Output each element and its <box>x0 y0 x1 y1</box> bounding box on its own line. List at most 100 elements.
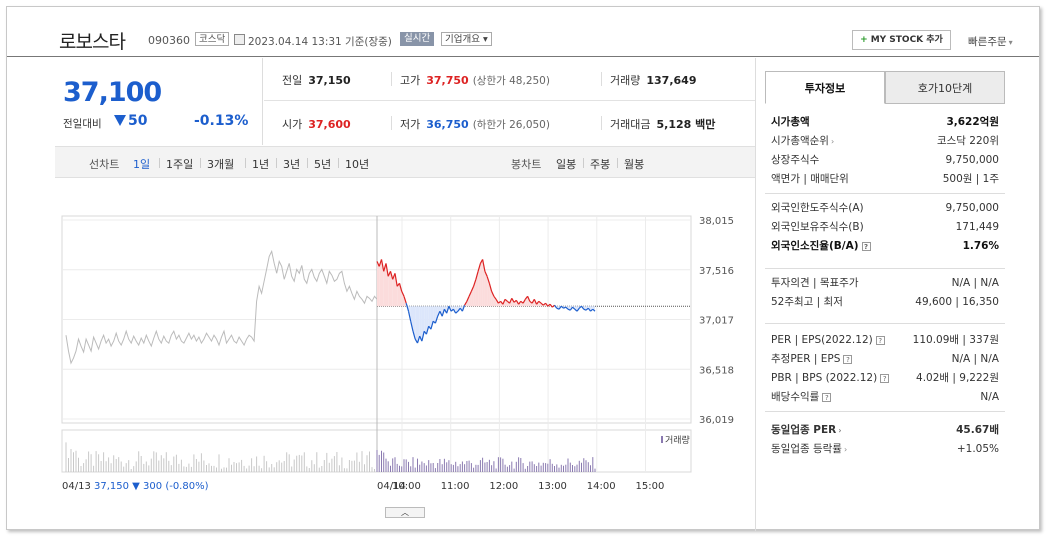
period-1w[interactable]: 1주일 <box>166 158 194 171</box>
company-overview-dropdown[interactable]: 기업개요 ▾ <box>441 32 492 46</box>
calendar-icon <box>234 34 245 45</box>
price-stats: 전일 37,150 고가 37,750 (상한가 48,250) 거래량 137,649… <box>264 58 755 145</box>
candle-monthly[interactable]: 월봉 <box>624 158 645 171</box>
info-row: 추정PER | EPS? N/A | N/A <box>771 350 999 368</box>
info-row: 외국인한도주식수(A) 9,750,000 <box>771 199 999 217</box>
today-line-segment <box>522 299 526 304</box>
area-fill <box>406 303 409 312</box>
info-row: 외국인보유주식수(B) 171,449 <box>771 218 999 236</box>
period-5y[interactable]: 5년 <box>314 158 332 171</box>
today-line-segment <box>425 326 430 335</box>
area-fill <box>430 306 434 330</box>
x-tick-label: 12:00 <box>489 481 518 492</box>
chevron-up-icon: ︿ <box>401 508 409 517</box>
quick-order-menu[interactable]: 빠른주문 ▾ <box>968 34 1013 49</box>
area-fill <box>397 283 400 307</box>
today-line-segment <box>590 308 594 312</box>
help-icon[interactable]: ? <box>843 355 853 364</box>
today-line-segment <box>430 321 434 330</box>
tab-investment-info[interactable]: 투자정보 <box>765 71 885 104</box>
area-fill <box>415 306 418 344</box>
chevron-right-icon: › <box>838 426 842 435</box>
panel-separator <box>765 193 1005 194</box>
period-3m[interactable]: 3개월 <box>207 158 235 171</box>
area-fill <box>475 271 479 307</box>
today-line-segment <box>556 307 560 310</box>
info-value: 9,750,000 <box>945 154 999 166</box>
today-line-segment <box>448 305 452 312</box>
today-line-segment <box>531 299 535 304</box>
timestamp: 2023.04.14 13:31 기준(장중) <box>248 36 392 48</box>
today-line-segment <box>441 309 445 317</box>
today-line-segment <box>536 300 540 305</box>
info-key: 액면가 | 매매단위 <box>771 173 849 185</box>
today-line-segment <box>412 331 416 340</box>
today-line-segment <box>587 307 591 312</box>
stock-header: 로보스타 090360 코스닥 2023.04.14 13:31 기준(장중) … <box>7 7 1039 57</box>
today-line-segment <box>491 291 495 297</box>
my-stock-add-button[interactable]: + MY STOCK 추가 <box>852 30 951 50</box>
period-bar: 선차트 1일 1주일 3개월 1년 3년 5년 10년 봉차트 일봉 주봉 월봉 <box>55 146 755 178</box>
area-fill <box>392 273 395 307</box>
today-line-segment <box>475 271 479 280</box>
realtime-button[interactable]: 실시간 <box>400 32 435 46</box>
today-line-segment <box>416 335 421 344</box>
today-line-segment <box>572 306 576 310</box>
period-10y[interactable]: 10년 <box>345 158 370 171</box>
today-line-segment <box>407 311 412 322</box>
today-line-segment <box>439 310 443 317</box>
info-key: 동일업종 등락률 › <box>771 443 848 455</box>
help-icon[interactable]: ? <box>861 242 871 251</box>
period-1d[interactable]: 1일 <box>133 158 151 171</box>
price-change-pct: -0.13% <box>194 113 249 129</box>
today-line-segment <box>398 283 403 292</box>
today-line-segment <box>538 300 542 304</box>
today-line-segment <box>486 276 490 284</box>
x-tick-label: 11:00 <box>441 481 470 492</box>
info-key: 외국인한도주식수(A) <box>771 202 864 214</box>
volume-legend-swatch <box>661 436 663 443</box>
panel-separator <box>765 411 1005 412</box>
info-key: 상장주식수 <box>771 154 820 166</box>
collapse-button[interactable]: ︿ <box>385 507 425 518</box>
info-row: 동일업종 PER › 45.67배 <box>771 421 999 439</box>
area-fill <box>401 291 404 307</box>
today-line-segment <box>466 296 470 302</box>
today-line-segment <box>394 273 398 287</box>
area-fill <box>395 273 398 307</box>
area-fill <box>390 271 393 307</box>
chevron-right-icon: › <box>843 445 848 454</box>
candle-weekly[interactable]: 주봉 <box>590 158 611 171</box>
today-line-segment <box>437 310 441 317</box>
area-fill <box>383 263 386 307</box>
info-value: N/A | N/A <box>951 277 999 289</box>
help-icon[interactable]: ? <box>880 374 890 383</box>
info-value: 코스닥 220위 <box>936 135 999 147</box>
help-icon[interactable]: ? <box>822 393 832 402</box>
prev-day-info: 04/13 37,150 ▼ 300 (-0.80%) <box>62 481 209 492</box>
stat-volume: 거래량 137,649 <box>610 74 697 87</box>
area-fill <box>561 306 564 309</box>
today-line-segment <box>473 279 477 287</box>
stat-high: 고가 37,750 (상한가 48,250) <box>400 74 550 87</box>
down-triangle-icon <box>114 115 126 126</box>
help-icon[interactable]: ? <box>875 336 885 345</box>
candle-daily[interactable]: 일봉 <box>556 158 577 171</box>
info-value: N/A <box>980 391 999 403</box>
info-value: 3,622억원 <box>946 116 999 128</box>
area-fill <box>514 300 517 307</box>
info-row: 배당수익률? N/A <box>771 388 999 406</box>
today-line-segment <box>560 305 564 309</box>
candle-chart-label: 봉차트 <box>511 158 542 171</box>
today-line-segment <box>540 302 544 306</box>
price-chart[interactable]: 38,015 37,516 37,017 36,518 36,019 04/1410:00… <box>55 202 745 492</box>
period-3y[interactable]: 3년 <box>283 158 301 171</box>
today-line-segment <box>554 304 558 309</box>
area-fill <box>428 306 431 330</box>
period-1y[interactable]: 1년 <box>252 158 270 171</box>
tab-quote-10[interactable]: 호가10단계 <box>885 71 1005 104</box>
info-value: 4.02배 | 9,222원 <box>916 372 999 384</box>
today-line-segment <box>410 321 414 332</box>
info-value: 171,449 <box>955 221 999 233</box>
line-chart-label: 선차트 <box>89 158 120 171</box>
